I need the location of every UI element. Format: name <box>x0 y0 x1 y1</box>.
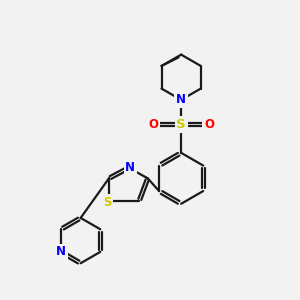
Text: O: O <box>204 118 214 131</box>
Text: S: S <box>103 196 112 209</box>
Text: O: O <box>148 118 158 131</box>
Text: S: S <box>176 118 186 131</box>
Text: N: N <box>56 245 66 258</box>
Text: N: N <box>176 93 186 106</box>
Text: N: N <box>125 161 135 174</box>
